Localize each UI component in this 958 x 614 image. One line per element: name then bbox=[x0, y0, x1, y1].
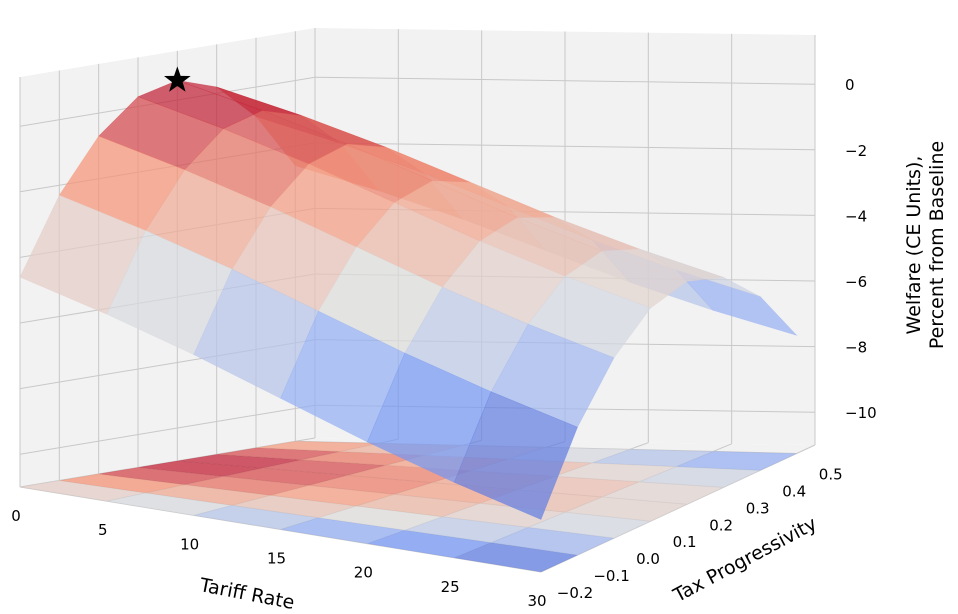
x-tick-label: 20 bbox=[354, 564, 373, 582]
contour-cell bbox=[232, 495, 357, 518]
contour-cell bbox=[216, 447, 341, 460]
contour-cell bbox=[270, 485, 395, 507]
x-axis-label: Tariff Rate bbox=[197, 574, 296, 614]
contour-cell bbox=[454, 542, 578, 572]
contour-cell bbox=[367, 530, 492, 558]
y-axis-label: Tax Progressivity bbox=[669, 513, 821, 608]
x-tick-label: 30 bbox=[527, 592, 546, 610]
surface bbox=[19, 80, 798, 520]
contour-cell bbox=[145, 484, 271, 506]
z-tick-label: −4 bbox=[845, 207, 867, 225]
y-tick-label: 0.2 bbox=[709, 516, 733, 534]
contour-cell bbox=[602, 481, 724, 505]
contour-cell bbox=[592, 449, 714, 467]
x-tick-label: 15 bbox=[267, 550, 286, 568]
contour-cell bbox=[262, 459, 386, 476]
contour-cell bbox=[404, 516, 529, 543]
x-tick-label: 25 bbox=[441, 578, 460, 596]
contour-cell bbox=[528, 512, 651, 539]
surface-patch bbox=[675, 269, 798, 336]
x-tick-label: 5 bbox=[98, 521, 108, 539]
z-tick-label: −10 bbox=[845, 404, 877, 422]
optimum-star-marker bbox=[164, 66, 191, 92]
y-tick-label: −0.2 bbox=[557, 584, 593, 602]
y-tick-label: 0.1 bbox=[673, 533, 697, 551]
contour-cell bbox=[193, 505, 319, 530]
contour-cell bbox=[184, 476, 309, 496]
contour-cell bbox=[256, 441, 379, 452]
optimum-marker-layer bbox=[164, 66, 191, 92]
contour-cell bbox=[491, 527, 615, 556]
contour-cell bbox=[59, 473, 185, 493]
contour-cell bbox=[318, 506, 443, 531]
z-tick-label: −8 bbox=[845, 339, 867, 357]
contour-cell bbox=[308, 475, 433, 495]
contour-cell bbox=[639, 466, 761, 488]
contour-cell bbox=[138, 460, 263, 477]
surface-patch bbox=[490, 323, 615, 428]
contour-cell bbox=[676, 451, 797, 471]
contour-cell bbox=[20, 480, 146, 502]
y-tick-label: −0.1 bbox=[593, 567, 629, 585]
surface-patch bbox=[453, 391, 578, 520]
contour-cell bbox=[356, 494, 480, 517]
z-tick-label: 0 bbox=[845, 76, 855, 94]
y-tick-label: 0.5 bbox=[819, 465, 843, 483]
z-tick-label: −6 bbox=[845, 273, 867, 291]
z-axis-label-line2: Percent from Baseline bbox=[926, 141, 948, 349]
surface-patch bbox=[527, 275, 652, 359]
contour-cell bbox=[554, 462, 677, 482]
z-tick-label: −2 bbox=[845, 142, 867, 160]
z-axis-label-line1: Welfare (CE Units), bbox=[903, 156, 925, 335]
x-tick-label: 10 bbox=[180, 535, 199, 553]
contour-cell bbox=[106, 492, 233, 516]
contour-cell bbox=[223, 468, 348, 486]
contour-cell bbox=[280, 517, 405, 544]
y-tick-label: 0.4 bbox=[782, 482, 806, 500]
tick-labels: 0 5 10 15 20 25 30 −0.2−0.1 0.0 0.1 0.2 0.3 0.4 0.5 0 −… bbox=[11, 76, 876, 610]
y-tick-label: 0.0 bbox=[636, 550, 660, 568]
contour-cell bbox=[98, 467, 224, 485]
contour-cell bbox=[177, 454, 302, 469]
grid-line bbox=[19, 404, 316, 455]
y-tick-label: 0.3 bbox=[746, 499, 770, 517]
contour-cell bbox=[565, 497, 688, 522]
contour-cell bbox=[301, 451, 425, 466]
x-tick-label: 0 bbox=[11, 507, 21, 525]
